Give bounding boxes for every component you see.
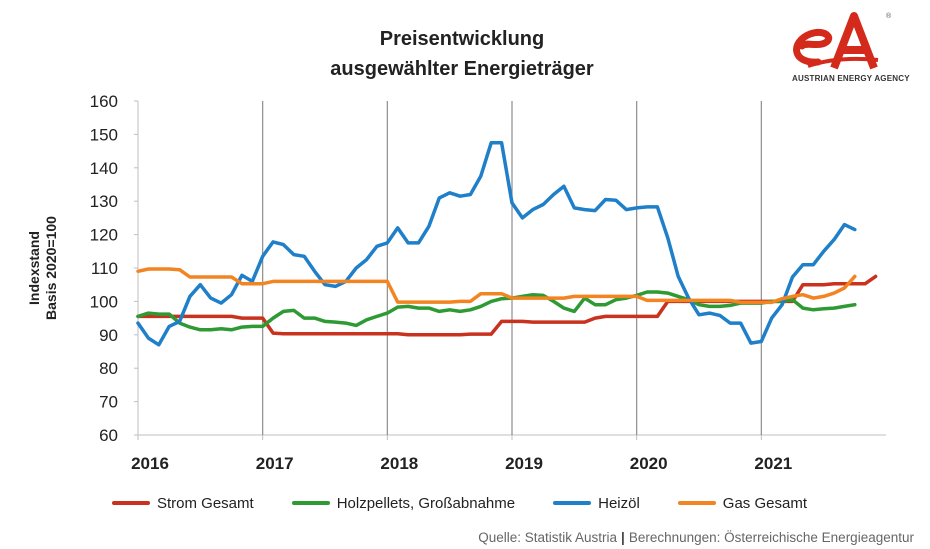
austrian-energy-agency-logo: ® [793,12,892,70]
source-separator: | [621,530,625,545]
legend-label: Strom Gesamt [157,494,254,512]
chart-title-line2: ausgewählter Energieträger [330,58,594,80]
legend-label: Gas Gesamt [722,494,807,512]
y-tick-label: 80 [99,359,118,378]
x-tick-label: 2018 [380,454,418,473]
y-tick-label: 130 [90,192,118,211]
source-left: Quelle: Statistik Austria [478,530,618,545]
legend-label: Heizöl [598,494,640,512]
legend-item-0: Strom Gesamt [112,495,254,512]
y-tick-label: 70 [99,393,118,412]
legend-item-2: Heizöl [553,495,640,512]
x-tick-label: 2021 [754,454,792,473]
chart-title-line1: Preisentwicklung [379,28,545,50]
series-line-3 [136,267,857,305]
series-line-1 [136,290,857,332]
legend-swatch [553,501,592,505]
x-tick-label: 2017 [256,454,294,473]
legend-swatch [112,501,150,505]
logo-registered-mark: ® [886,12,892,20]
logo-swoosh [807,56,879,68]
legend-swatch [677,501,716,505]
y-tick-label: 100 [90,292,118,311]
logo-caption: AUSTRIAN ENERGY AGENCY [792,74,910,83]
y-tick-label: 120 [90,226,118,245]
y-tick-label: 60 [99,426,118,445]
source-right: Berechnungen: Österreichische Energieage… [628,530,914,545]
y-tick-label: 160 [90,92,118,111]
logo-a-shape [830,12,878,70]
logo-e-shape [793,28,833,66]
source-note: Quelle: Statistik Austria | Berechnungen: … [478,530,914,545]
legend-item-3: Gas Gesamt [677,494,807,512]
y-tick-label: 90 [99,326,118,345]
legend: Strom Gesamt Holzpellets, Großabnahme Heiz… [112,493,845,513]
legend-swatch [291,501,330,505]
x-tick-label: 2019 [505,454,543,473]
legend-item-1: Holzpellets, Großabnahme [291,494,516,512]
x-tick-label: 2016 [131,454,169,473]
y-tick-label: 150 [90,125,118,144]
series-line-2 [136,141,857,347]
legend-label: Holzpellets, Großabnahme [336,494,516,512]
x-tick-label: 2020 [630,454,668,473]
y-tick-label: 110 [91,259,118,278]
y-tick-label: 140 [90,159,118,178]
